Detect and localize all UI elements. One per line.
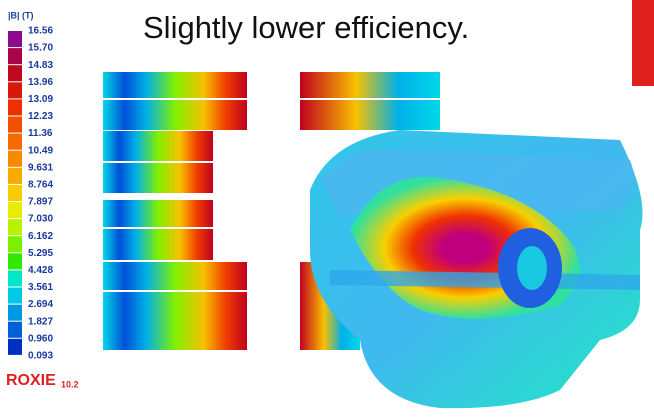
legend-label: 7.897 (28, 197, 53, 208)
magnet-3d-model (310, 130, 643, 408)
legend-label: 5.295 (28, 248, 53, 259)
legend: 16.56 15.70 14.83 13.96 13.09 12.23 11.36 10.49… (8, 26, 53, 362)
legend-swatch (8, 151, 22, 167)
legend-label: 10.49 (28, 145, 53, 156)
legend-label: 0.093 (28, 351, 53, 362)
legend-swatch (8, 339, 22, 355)
legend-label: 4.428 (28, 265, 53, 276)
logo-name: ROXIE (6, 372, 56, 389)
legend-swatch (8, 236, 22, 252)
legend-label: 12.23 (28, 111, 53, 122)
slide-title: Slightly lower efficiency. (143, 10, 469, 45)
legend-swatch (8, 48, 22, 64)
legend-swatch (8, 185, 22, 201)
legend-label: 2.694 (28, 299, 53, 310)
legend-swatch (8, 305, 22, 321)
legend-swatch (8, 168, 22, 184)
logo-version: 10.2 (61, 379, 79, 389)
legend-label: 11.36 (28, 128, 53, 139)
legend-header: |B| (T) (8, 10, 34, 20)
legend-swatch (8, 202, 22, 218)
legend-swatch (8, 99, 22, 115)
legend-label: 8.764 (28, 180, 53, 191)
legend-label: 7.030 (28, 214, 53, 225)
legend-label: 13.96 (28, 77, 53, 88)
slide: Slightly lower efficiency. |B| (T) 16.56… (0, 0, 654, 415)
legend-label: 6.162 (28, 231, 53, 242)
legend-swatch (8, 253, 22, 269)
legend-swatch (8, 270, 22, 286)
legend-label: 9.631 (28, 162, 53, 173)
legend-swatch (8, 31, 22, 47)
field-map-left (103, 72, 247, 350)
legend-label: 13.09 (28, 94, 53, 105)
legend-swatch (8, 82, 22, 98)
legend-label: 14.83 (28, 60, 53, 71)
legend-swatch (8, 134, 22, 150)
legend-swatch (8, 65, 22, 81)
legend-swatch (8, 117, 22, 133)
legend-swatch (8, 219, 22, 235)
legend-label: 0.960 (28, 333, 53, 344)
legend-label: 3.561 (28, 282, 53, 293)
legend-label: 15.70 (28, 43, 53, 54)
legend-label: 1.827 (28, 316, 53, 327)
legend-swatch (8, 288, 22, 304)
accent-bar (632, 0, 654, 86)
legend-swatch (8, 322, 22, 338)
legend-label: 16.56 (28, 26, 53, 37)
